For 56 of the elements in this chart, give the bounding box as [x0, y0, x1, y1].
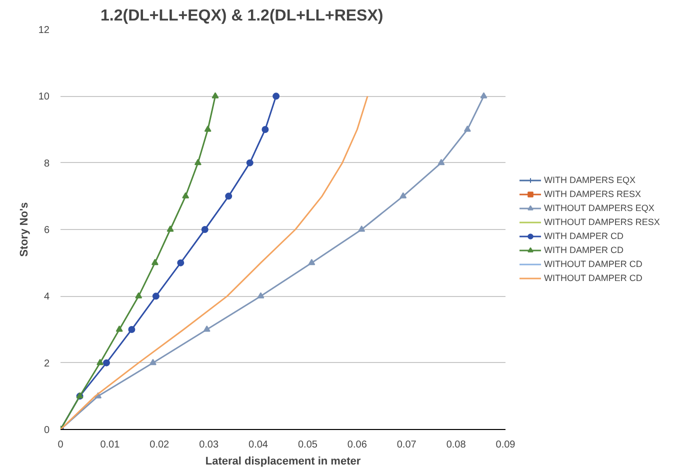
x-tick-label: 0.08	[446, 440, 466, 450]
point	[135, 292, 142, 298]
point	[201, 226, 208, 233]
point	[128, 326, 136, 333]
point	[308, 258, 316, 266]
legend-label: WITH DAMPERS EQX	[544, 174, 636, 186]
x-tick-label: 0.04	[248, 440, 268, 450]
point	[116, 326, 123, 332]
point	[177, 259, 184, 266]
point	[182, 192, 190, 198]
legend-label: WITH DAMPERS RESX	[544, 188, 642, 200]
point	[358, 226, 366, 232]
point	[102, 359, 110, 366]
x-tick-label: 0.05	[298, 440, 318, 450]
point	[166, 226, 174, 232]
point	[151, 258, 158, 266]
y-tick-label: 0	[44, 425, 50, 436]
x-tick-label: 0.06	[347, 440, 368, 450]
chart-title: 1.2(DL+LL+EQX) & 1.2(DL+LL+RESX)	[100, 8, 384, 24]
line-series	[60, 95, 368, 430]
legend-label: WITH DAMPER CD	[544, 230, 624, 242]
legend-label: WITHOUT DAMPER CD	[544, 258, 642, 270]
point	[149, 358, 156, 366]
y-tick-label: 12	[38, 25, 50, 36]
point	[194, 158, 202, 166]
x-tick-label: 0.07	[396, 440, 417, 450]
y-tick-label: 2	[44, 358, 50, 370]
point	[400, 192, 407, 198]
point	[204, 126, 212, 132]
point	[203, 326, 210, 332]
point	[480, 92, 488, 98]
x-tick-label: 0.02	[150, 440, 170, 450]
point	[152, 292, 160, 300]
point	[225, 192, 232, 200]
point	[262, 126, 269, 133]
point	[212, 92, 219, 98]
y-tick-label: 8	[44, 158, 50, 170]
y-axis-title: Story No's	[18, 202, 30, 257]
point	[464, 126, 471, 132]
x-tick-label: 0.01	[100, 440, 120, 450]
legend-label: WITHOUT DAMPER CD	[544, 272, 642, 284]
point	[257, 292, 264, 298]
x-tick-label: 0.09	[496, 440, 516, 450]
y-tick-label: 6	[44, 225, 50, 236]
y-tick-label: 10	[38, 92, 50, 103]
legend-label: WITHOUT DAMPERS RESX	[544, 216, 660, 228]
y-tick-label: 4	[44, 292, 50, 303]
legend-label: WITHOUT DAMPERS EQX	[544, 202, 654, 214]
x-tick-label: 0	[58, 440, 64, 450]
point	[96, 358, 104, 366]
x-axis-title: Lateral displacement in meter	[205, 456, 362, 468]
legend-label: WITH DAMPER CD	[544, 244, 624, 256]
point	[246, 159, 254, 166]
point	[438, 158, 445, 166]
x-tick-label: 0.03	[199, 440, 220, 450]
point	[272, 92, 280, 100]
